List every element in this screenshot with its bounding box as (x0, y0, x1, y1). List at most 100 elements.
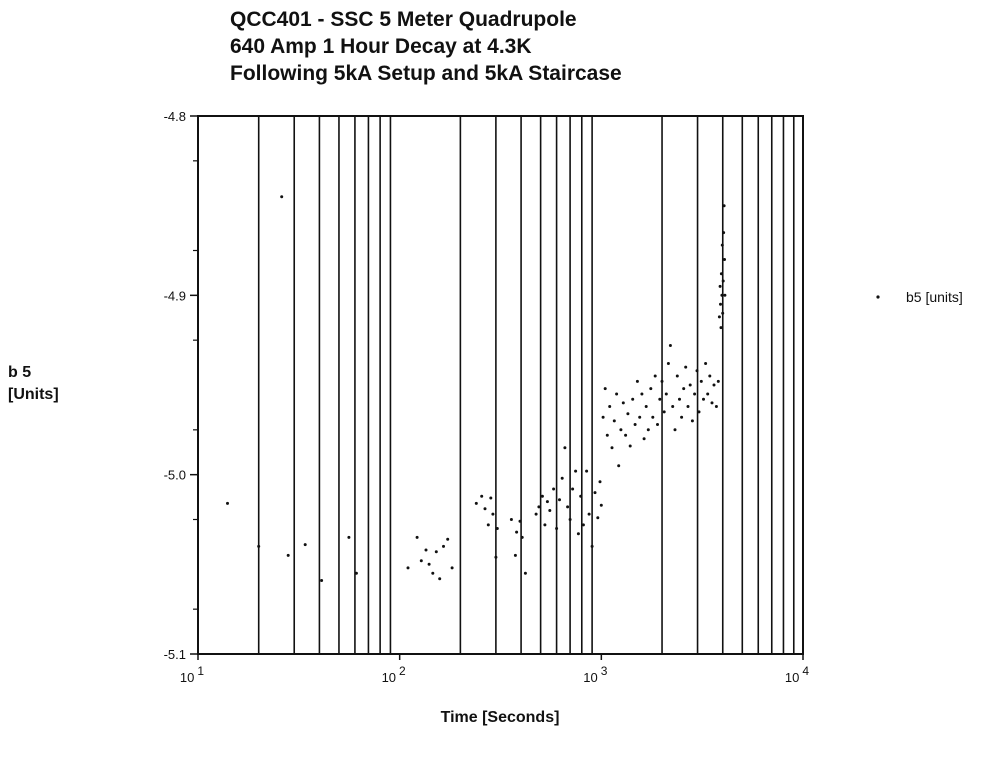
x-axis: 10 1 10 2 10 3 10 4 (180, 654, 809, 685)
data-point (576, 532, 580, 536)
data-point (686, 405, 690, 408)
data-point (534, 512, 538, 516)
data-point (605, 433, 609, 437)
y-tick-label: -4.9 (164, 288, 186, 303)
data-point (509, 518, 513, 521)
data-point (537, 505, 541, 509)
x-tick-label: 10 4 (785, 664, 809, 685)
data-point (722, 231, 726, 235)
data-point (704, 362, 708, 365)
data-point (415, 535, 419, 539)
y-axis: -4.8 -4.9 -5.0 -5.1 (164, 109, 198, 662)
data-point (710, 401, 714, 405)
data-point (450, 566, 454, 570)
data-point (303, 543, 307, 547)
data-point (666, 362, 670, 365)
data-point (558, 498, 561, 502)
x-tick-label: 10 1 (180, 664, 204, 685)
data-point (662, 410, 666, 414)
data-point (668, 344, 672, 347)
y-axis-label: b 5 [Units] (8, 364, 59, 403)
y-tick-label: -4.8 (164, 109, 186, 124)
data-point (555, 527, 559, 530)
data-point (590, 544, 594, 548)
data-point (617, 464, 621, 468)
data-point (716, 379, 720, 383)
data-point (719, 302, 722, 306)
data-point (706, 392, 710, 396)
data-point (495, 527, 499, 530)
data-point (494, 555, 498, 559)
y-tick-label: -5.1 (164, 647, 186, 662)
data-point (438, 577, 442, 581)
data-point (693, 392, 697, 396)
data-point (678, 397, 681, 401)
data-point (653, 374, 657, 378)
data-point (442, 544, 445, 548)
data-point (690, 419, 694, 423)
legend-marker (876, 295, 880, 299)
title-line-2: 640 Amp 1 Hour Decay at 4.3K (230, 35, 532, 58)
data-point (419, 559, 423, 563)
legend-label: b5 [units] (906, 289, 963, 305)
data-point (446, 537, 450, 541)
y-axis-label-line-2: [Units] (8, 386, 59, 403)
data-point (615, 392, 619, 396)
legend: b5 [units] (876, 289, 963, 305)
chart-title: QCC401 - SSC 5 Meter Quadrupole 640 Amp … (230, 8, 622, 85)
data-point (601, 415, 605, 419)
data-point (660, 379, 664, 383)
data-point (560, 476, 564, 480)
data-point (226, 501, 229, 505)
data-point (610, 446, 614, 450)
data-point (552, 487, 556, 491)
data-point (424, 548, 428, 552)
data-point (354, 571, 358, 575)
x-axis-label: Time [Seconds] (441, 709, 560, 726)
data-point (719, 272, 723, 276)
data-point (548, 509, 552, 512)
data-point (642, 437, 646, 441)
data-point (649, 387, 653, 391)
data-point (280, 195, 284, 199)
data-point (646, 428, 650, 432)
data-point (513, 553, 517, 557)
data-point (486, 523, 490, 527)
data-point (520, 535, 524, 539)
data-point (257, 544, 261, 548)
data-point (347, 535, 351, 539)
data-point (628, 444, 632, 448)
data-point (635, 379, 639, 383)
data-point (474, 501, 478, 505)
data-point (406, 566, 410, 570)
data-point (483, 507, 487, 511)
data-point (563, 446, 567, 450)
data-point (515, 530, 519, 534)
data-point (720, 243, 724, 247)
data-point (543, 523, 547, 527)
data-point (581, 523, 585, 527)
data-point (680, 415, 684, 419)
data-point (631, 397, 635, 401)
data-point (434, 550, 438, 554)
title-line-1: QCC401 - SSC 5 Meter Quadrupole (230, 8, 577, 31)
data-point (721, 279, 725, 283)
data-point (624, 433, 628, 437)
data-point (633, 423, 637, 426)
data-point (702, 397, 705, 401)
data-point (571, 487, 575, 491)
data-point (566, 505, 570, 509)
data-point (480, 494, 484, 498)
data-point (675, 374, 679, 378)
data-point (545, 500, 549, 504)
data-point (518, 519, 522, 523)
data-point (723, 293, 727, 297)
grid-lines (257, 116, 795, 654)
data-point (585, 469, 589, 473)
data-points (226, 195, 727, 582)
y-tick-label: -5.0 (164, 468, 186, 483)
data-point (540, 494, 544, 498)
data-point (603, 387, 607, 391)
data-point (722, 204, 726, 208)
